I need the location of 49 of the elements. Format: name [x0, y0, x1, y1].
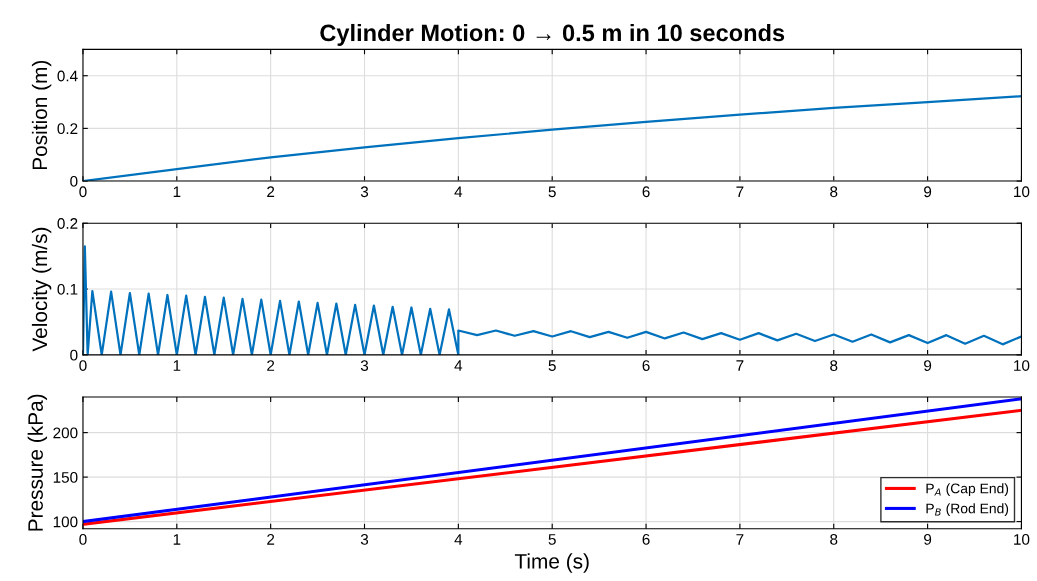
y-axis-title: Position (m): [31, 60, 52, 170]
x-tick-label: 2: [267, 186, 275, 197]
x-tick-label: 9: [924, 360, 932, 371]
y-tick-label: 0.2: [57, 218, 78, 229]
x-tick-label: 1: [173, 360, 181, 371]
x-tick-label: 7: [736, 186, 744, 197]
x-tick-label: 4: [454, 534, 463, 545]
x-tick-label: 6: [642, 533, 650, 545]
x-tick-label: 0: [79, 186, 87, 198]
x-tick-label: 10: [1014, 533, 1030, 545]
x-tick-label: 5: [548, 186, 556, 198]
x-tick-label: 0: [79, 360, 87, 371]
x-axis-title: Time (s): [514, 553, 589, 573]
y-tick-label: 0: [70, 349, 78, 361]
x-tick-label: 7: [736, 360, 744, 371]
x-tick-label: 9: [924, 186, 932, 198]
y-tick-label: 200: [53, 427, 78, 439]
y-tick-label: 0.2: [57, 123, 78, 135]
x-tick-label: 5: [548, 534, 556, 545]
x-tick-label: 8: [830, 360, 838, 371]
x-tick-label: 10: [1014, 186, 1030, 198]
x-tick-label: 6: [642, 360, 650, 371]
x-tick-label: 8: [830, 186, 838, 198]
y-axis-title: Velocity (m/s): [31, 227, 52, 352]
y-tick-label: 0: [70, 175, 78, 187]
x-tick-label: 2: [267, 533, 275, 545]
x-tick-label: 1: [173, 534, 181, 545]
legend-label: P$_{B}$ (Rod End): [926, 503, 1009, 517]
x-tick-label: 6: [642, 186, 650, 198]
legend-label: P$_{A}$ (Cap End): [926, 483, 1009, 497]
y-tick-label: 150: [53, 471, 78, 483]
x-tick-label: 0: [79, 533, 87, 545]
x-tick-label: 9: [924, 533, 932, 545]
x-tick-label: 3: [360, 533, 369, 545]
x-tick-label: 10: [1014, 360, 1030, 371]
y-tick-label: 0.1: [57, 283, 78, 295]
x-tick-label: 3: [360, 186, 369, 198]
y-tick-label: 100: [53, 516, 78, 528]
x-tick-label: 4: [454, 186, 463, 197]
x-tick-label: 8: [830, 533, 838, 545]
x-tick-label: 2: [267, 360, 275, 371]
chart-title: Cylinder Motion: 0 → 0.5 m in 10 seconds: [320, 23, 785, 46]
x-tick-label: 3: [360, 360, 369, 371]
x-tick-label: 7: [736, 534, 744, 545]
x-tick-label: 5: [548, 360, 556, 371]
x-tick-label: 1: [173, 186, 181, 197]
y-axis-title: Pressure (kPa): [27, 394, 48, 531]
x-tick-label: 4: [454, 360, 463, 371]
y-tick-label: 0.4: [57, 70, 78, 82]
